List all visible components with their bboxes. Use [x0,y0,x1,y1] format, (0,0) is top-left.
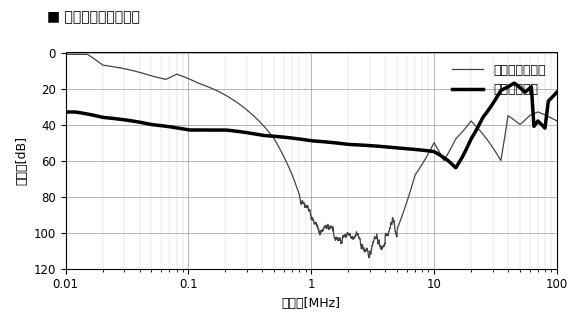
ノーマルモード [62,52,69,56]
コモンモード [272,135,279,138]
コモンモード [553,90,560,94]
ノーマルモード [553,119,560,123]
X-axis label: 周波数[MHz]: 周波数[MHz] [282,297,341,310]
コモンモード [147,123,154,126]
コモンモード [491,99,498,103]
Legend: ノーマルモード, コモンモード: ノーマルモード, コモンモード [447,59,550,101]
ノーマルモード [366,256,373,260]
ノーマルモード [544,114,551,118]
コモンモード [118,117,125,121]
ノーマルモード [251,114,258,118]
コモンモード [511,81,518,85]
ノーマルモード [118,66,125,70]
ノーマルモード [147,74,154,78]
ノーマルモード [272,139,279,143]
コモンモード [62,110,69,114]
コモンモード [544,105,551,109]
Line: コモンモード: コモンモード [66,83,557,168]
コモンモード [452,166,459,170]
Line: ノーマルモード: ノーマルモード [66,54,557,258]
Text: ■ 減衰特性（静特性）: ■ 減衰特性（静特性） [47,10,139,24]
Y-axis label: 減衰量[dB]: 減衰量[dB] [15,136,28,185]
ノーマルモード [491,148,498,152]
コモンモード [251,132,258,136]
